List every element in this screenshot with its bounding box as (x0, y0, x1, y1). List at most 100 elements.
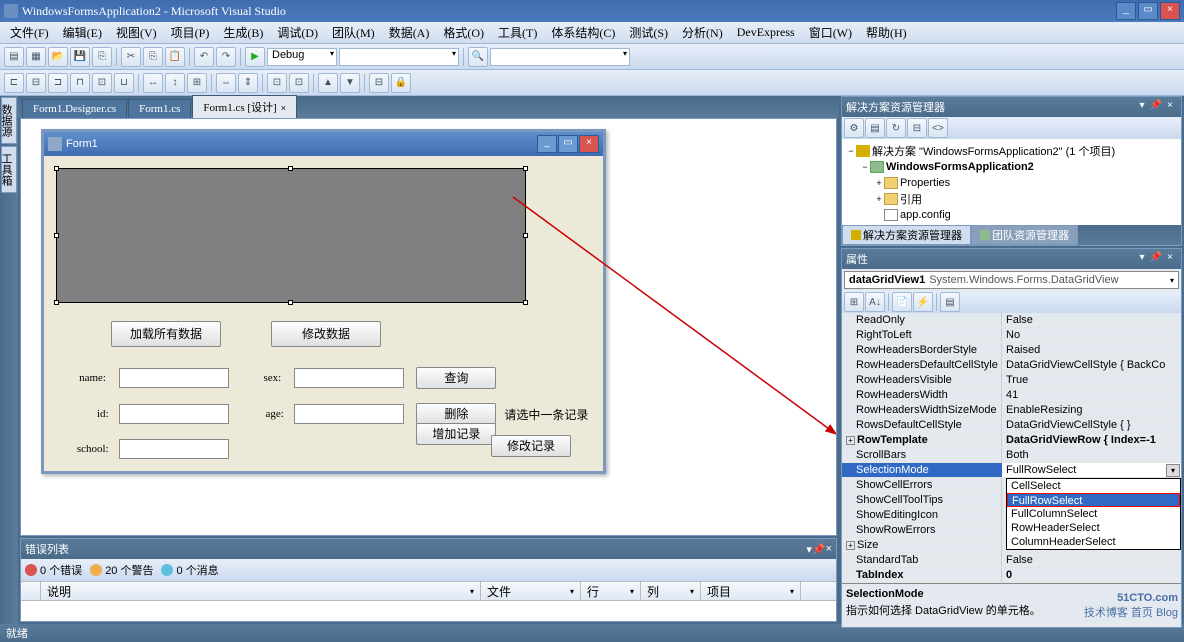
dropdown-icon[interactable]: ▾ (1135, 252, 1149, 266)
minimize-button[interactable]: _ (1116, 2, 1136, 20)
resize-handle[interactable] (54, 233, 59, 238)
maximize-button[interactable]: ▭ (1138, 2, 1158, 20)
add-record-button[interactable]: 增加记录 (416, 423, 496, 445)
show-all-icon[interactable]: ▤ (865, 118, 885, 138)
side-tab[interactable]: 工具箱 (1, 146, 17, 193)
menu-item[interactable]: 视图(V) (110, 22, 163, 43)
resize-handle[interactable] (523, 233, 528, 238)
menu-item[interactable]: 文件(F) (4, 22, 55, 43)
cut-icon[interactable]: ✂ (121, 47, 141, 67)
form-close-button[interactable]: × (579, 135, 599, 153)
resize-handle[interactable] (288, 300, 293, 305)
refresh-icon[interactable]: ↻ (886, 118, 906, 138)
side-tab[interactable]: 数据源 (1, 97, 17, 144)
error-column-header[interactable]: 说明 ▾ (41, 582, 481, 600)
property-row[interactable]: TabIndex0 (842, 568, 1181, 583)
align-top-icon[interactable]: ⊓ (70, 73, 90, 93)
menu-item[interactable]: 团队(M) (326, 22, 381, 43)
panel-tab[interactable]: 解决方案资源管理器 (842, 225, 971, 245)
form1-window[interactable]: Form1 _ ▭ × (41, 129, 606, 474)
menu-item[interactable]: DevExpress (731, 23, 801, 42)
resize-handle[interactable] (54, 166, 59, 171)
error-list-body[interactable] (21, 601, 836, 621)
document-tab[interactable]: Form1.cs (128, 99, 191, 118)
send-back-icon[interactable]: ▼ (340, 73, 360, 93)
property-row[interactable]: RowHeadersBorderStyleRaised (842, 343, 1181, 358)
resize-handle[interactable] (523, 166, 528, 171)
resize-handle[interactable] (288, 166, 293, 171)
close-icon[interactable]: × (1163, 100, 1177, 114)
designer-surface[interactable]: Form1 _ ▭ × (20, 118, 837, 536)
property-row[interactable]: RowHeadersWidthSizeModeEnableResizing (842, 403, 1181, 418)
same-width-icon[interactable]: ↔ (143, 73, 163, 93)
id-input[interactable] (119, 404, 229, 424)
error-column-header[interactable]: 文件 ▾ (481, 582, 581, 600)
property-row[interactable]: StandardTabFalse (842, 553, 1181, 568)
pin-icon[interactable]: 📌 (812, 543, 826, 556)
vspace-icon[interactable]: ⇕ (238, 73, 258, 93)
tree-node[interactable]: +Properties (846, 175, 1177, 191)
copy-icon[interactable]: ⎘ (143, 47, 163, 67)
alphabetical-icon[interactable]: A↓ (865, 292, 885, 312)
resize-handle[interactable] (523, 300, 528, 305)
same-size-icon[interactable]: ⊞ (187, 73, 207, 93)
find-combo[interactable] (490, 48, 630, 66)
form1-titlebar[interactable]: Form1 _ ▭ × (44, 132, 603, 156)
dropdown-item[interactable]: CellSelect (1007, 479, 1180, 493)
tree-node[interactable]: app.config (846, 207, 1177, 223)
save-icon[interactable]: 💾 (70, 47, 90, 67)
view-code-icon[interactable]: <> (928, 118, 948, 138)
hspace-icon[interactable]: ⇔ (216, 73, 236, 93)
close-icon[interactable]: × (1163, 252, 1177, 266)
property-row[interactable]: RightToLeftNo (842, 328, 1181, 343)
open-icon[interactable]: 📂 (48, 47, 68, 67)
menu-item[interactable]: 分析(N) (676, 22, 729, 43)
events-icon[interactable]: ⚡ (913, 292, 933, 312)
error-list-header[interactable]: 错误列表 ▾ 📌 × (21, 539, 836, 559)
menu-item[interactable]: 窗口(W) (803, 22, 858, 43)
start-icon[interactable]: ▶ (245, 47, 265, 67)
menu-item[interactable]: 生成(B) (217, 22, 269, 43)
solution-tree[interactable]: −解决方案 "WindowsFormsApplication2" (1 个项目)… (842, 139, 1181, 225)
menu-item[interactable]: 数据(A) (383, 22, 436, 43)
config-combo[interactable]: Debug (267, 48, 337, 66)
center-v-icon[interactable]: ⊡ (289, 73, 309, 93)
dropdown-item[interactable]: RowHeaderSelect (1007, 521, 1180, 535)
delete-button[interactable]: 删除 (416, 403, 496, 425)
properties-icon[interactable]: 📄 (892, 292, 912, 312)
find-icon[interactable]: 🔍 (468, 47, 488, 67)
lock-icon[interactable]: 🔒 (391, 73, 411, 93)
property-row[interactable]: RowHeadersDefaultCellStyleDataGridViewCe… (842, 358, 1181, 373)
align-left-icon[interactable]: ⊏ (4, 73, 24, 93)
name-input[interactable] (119, 368, 229, 388)
tab-order-icon[interactable]: ⊟ (369, 73, 389, 93)
center-h-icon[interactable]: ⊡ (267, 73, 287, 93)
menu-item[interactable]: 帮助(H) (860, 22, 913, 43)
selection-mode-dropdown[interactable]: CellSelectFullRowSelectFullColumnSelectR… (1006, 478, 1181, 550)
save-all-icon[interactable]: ⎘ (92, 47, 112, 67)
warnings-tab[interactable]: 20 个警告 (90, 562, 153, 578)
panel-tab[interactable]: 团队资源管理器 (971, 225, 1078, 245)
bring-front-icon[interactable]: ▲ (318, 73, 338, 93)
error-column-header[interactable] (21, 582, 41, 600)
categorized-icon[interactable]: ⊞ (844, 292, 864, 312)
document-tab[interactable]: Form1.Designer.cs (22, 99, 127, 118)
error-column-header[interactable]: 行 ▾ (581, 582, 641, 600)
messages-tab[interactable]: 0 个消息 (161, 562, 218, 578)
align-right-icon[interactable]: ⊐ (48, 73, 68, 93)
menu-item[interactable]: 测试(S) (623, 22, 674, 43)
property-row[interactable]: SelectionModeFullRowSelect▾ (842, 463, 1181, 478)
property-pages-icon[interactable]: ▤ (940, 292, 960, 312)
add-item-icon[interactable]: ▦ (26, 47, 46, 67)
form-min-button[interactable]: _ (537, 135, 557, 153)
school-input[interactable] (119, 439, 229, 459)
menu-item[interactable]: 编辑(E) (57, 22, 108, 43)
property-row[interactable]: RowHeadersWidth41 (842, 388, 1181, 403)
property-row[interactable]: ReadOnlyFalse (842, 313, 1181, 328)
menu-item[interactable]: 工具(T) (492, 22, 543, 43)
dropdown-icon[interactable]: ▾ (1135, 100, 1149, 114)
load-data-button[interactable]: 加载所有数据 (111, 321, 221, 347)
errors-tab[interactable]: 0 个错误 (25, 562, 82, 578)
tree-node[interactable]: +引用 (846, 191, 1177, 207)
redo-icon[interactable]: ↷ (216, 47, 236, 67)
